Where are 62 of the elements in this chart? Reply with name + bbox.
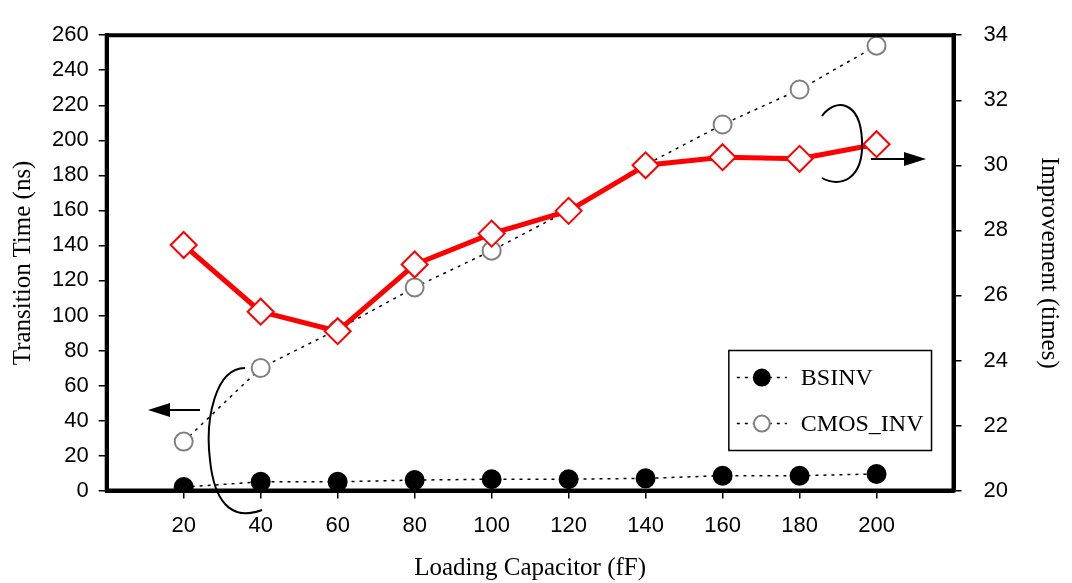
y2-tick-label: 26 — [983, 281, 1009, 307]
x-tick-label: 140 — [627, 511, 664, 537]
point — [712, 114, 733, 135]
point — [169, 231, 198, 260]
point — [173, 431, 194, 452]
point — [862, 130, 891, 159]
x-tick-label: 120 — [550, 511, 587, 537]
point — [327, 471, 348, 491]
y2-tick-label: 22 — [983, 411, 1009, 437]
y-tick-label: 120 — [51, 266, 89, 292]
x-tick-label: 80 — [402, 511, 427, 537]
legend-label: CMOS_INV — [800, 409, 925, 436]
y2-axis-title: Improvement (times) — [1036, 157, 1065, 369]
x-tick-label: 20 — [171, 511, 196, 537]
y2-tick-label: 20 — [983, 476, 1009, 502]
y-axis-title: Transition Time (ns) — [7, 160, 36, 366]
point — [631, 151, 660, 180]
point — [481, 469, 502, 490]
y2-tick-label: 32 — [983, 86, 1009, 112]
point — [635, 468, 656, 489]
y-tick-label: 140 — [51, 231, 89, 257]
y-tick-label: 0 — [76, 476, 89, 502]
y2-tick-label: 24 — [983, 346, 1009, 372]
point — [477, 219, 506, 248]
point — [558, 469, 579, 490]
point — [250, 357, 271, 378]
y-tick-label: 80 — [64, 336, 89, 362]
point — [400, 250, 429, 279]
point — [785, 144, 814, 173]
y-tick-label: 220 — [51, 91, 89, 117]
y-tick-label: 60 — [64, 371, 89, 397]
x-tick-label: 40 — [248, 511, 273, 537]
point — [789, 79, 810, 100]
x-axis-title: Loading Capacitor (fF) — [414, 552, 647, 581]
y-tick-label: 160 — [51, 196, 89, 222]
y-tick-label: 180 — [51, 161, 89, 187]
point — [323, 317, 352, 346]
x-tick-label: 180 — [781, 511, 818, 537]
point — [404, 277, 425, 298]
y-tick-label: 40 — [64, 406, 89, 432]
point — [246, 297, 275, 326]
point — [250, 471, 271, 491]
y2-tick-label: 34 — [983, 21, 1009, 47]
legend-label: BSINV — [800, 363, 874, 390]
y-tick-label: 100 — [51, 301, 89, 327]
y2-tick-label: 30 — [983, 151, 1009, 177]
point — [554, 196, 583, 225]
point — [866, 463, 887, 484]
y2-tick-label: 28 — [983, 216, 1009, 242]
x-tick-label: 200 — [858, 511, 895, 537]
y-tick-label: 20 — [64, 441, 89, 467]
y-tick-label: 240 — [51, 56, 89, 82]
y-tick-label: 260 — [51, 21, 89, 47]
x-tick-label: 160 — [704, 511, 741, 537]
y-tick-label: 200 — [51, 126, 89, 152]
point — [789, 465, 810, 486]
point — [712, 465, 733, 486]
point — [404, 470, 425, 491]
point — [708, 143, 737, 172]
point — [866, 35, 887, 56]
x-tick-label: 100 — [473, 511, 510, 537]
x-tick-label: 60 — [325, 511, 350, 537]
